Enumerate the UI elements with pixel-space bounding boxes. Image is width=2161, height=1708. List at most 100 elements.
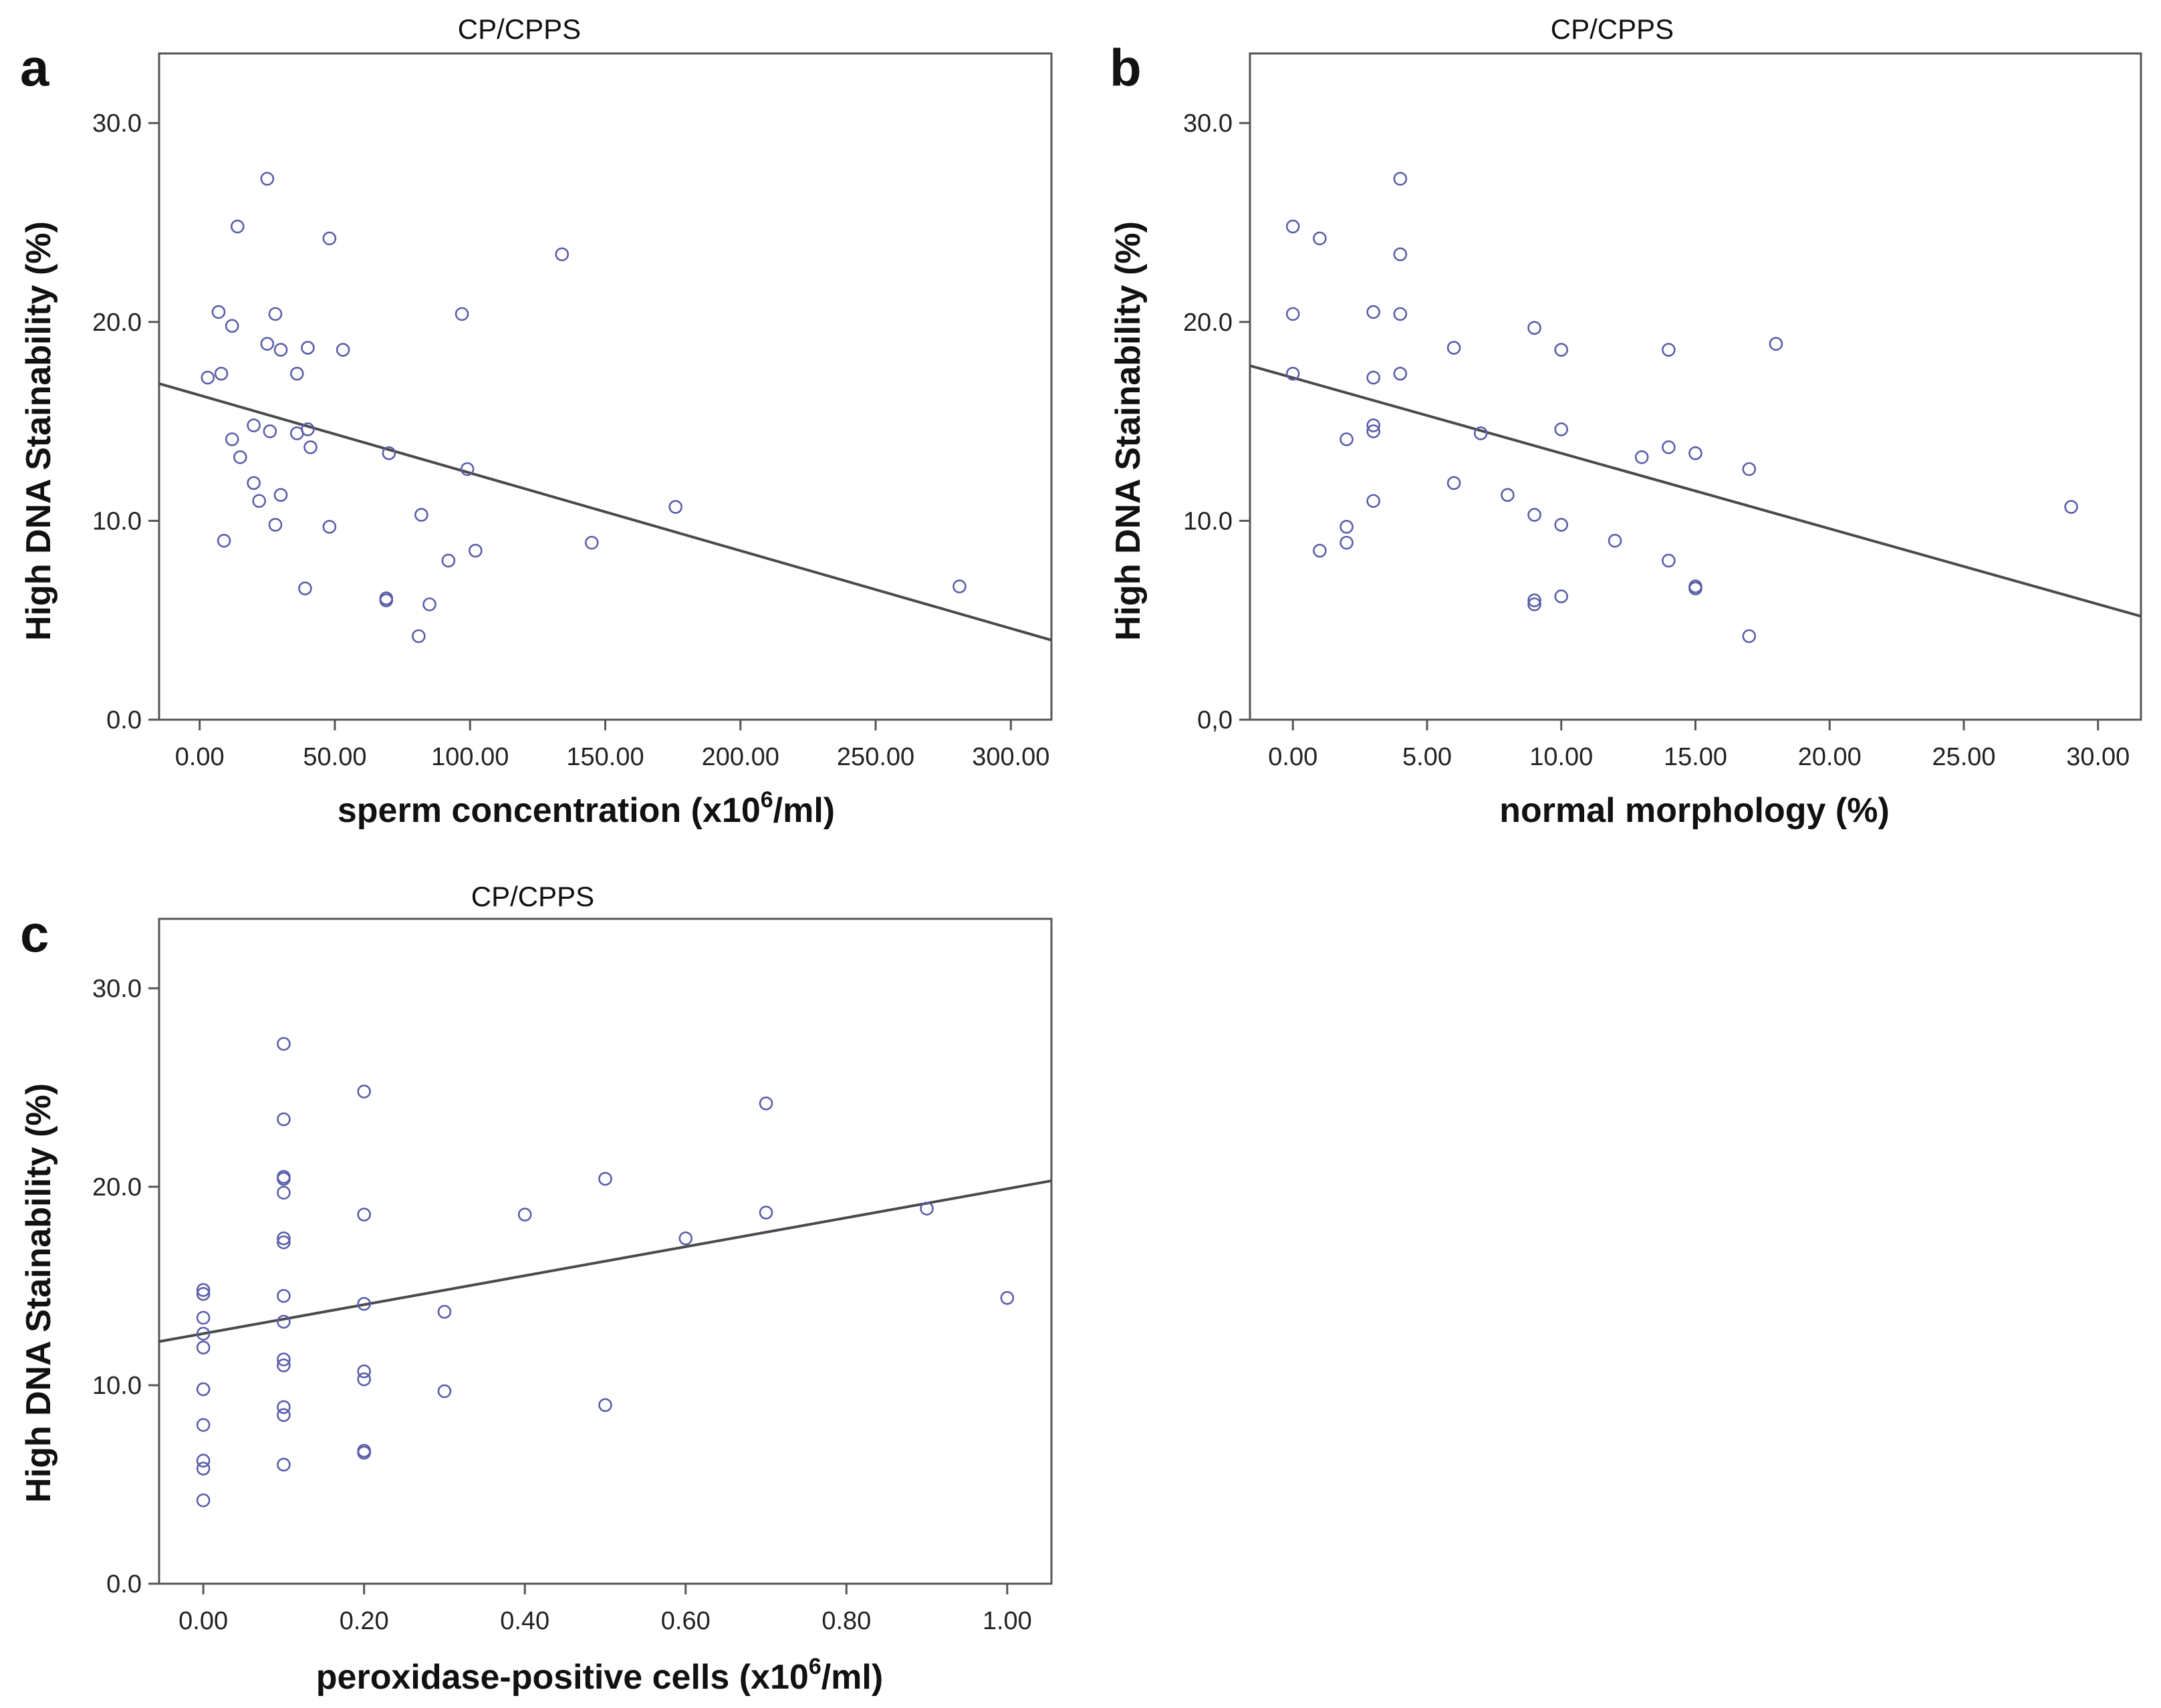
x-tick-label-a: 200.00 xyxy=(702,743,779,771)
data-point-b xyxy=(1554,589,1569,603)
data-point-c xyxy=(196,1310,211,1325)
data-point-b xyxy=(1527,321,1541,335)
x-tick-label-b: 15.00 xyxy=(1664,743,1727,771)
data-point-b xyxy=(1393,247,1408,261)
x-tick-label-b: 0.00 xyxy=(1268,743,1317,771)
data-point-c xyxy=(196,1326,211,1341)
x-tick-label-c: 0.80 xyxy=(821,1607,871,1635)
data-point-b xyxy=(2064,500,2078,514)
data-point-b xyxy=(1366,424,1380,438)
data-point-c xyxy=(196,1418,211,1432)
y-tick-label-b: 30.0 xyxy=(1183,110,1233,138)
x-tick-label-b: 10.00 xyxy=(1529,743,1593,771)
plot-frame-b xyxy=(1249,52,2142,721)
data-point-a xyxy=(214,366,229,381)
data-point-a xyxy=(268,518,283,532)
data-point-a xyxy=(298,581,312,595)
data-point-a xyxy=(233,450,247,464)
plot-area-b: 0.00 5.00 10.00 15.00 20.00 25.00 30.00 0,0 10.0… xyxy=(1183,52,2142,771)
data-point-c xyxy=(1000,1290,1015,1305)
data-point-a xyxy=(290,366,304,381)
x-tick-label-b: 5.00 xyxy=(1402,743,1452,771)
data-point-b xyxy=(1527,508,1541,522)
data-point-a xyxy=(225,319,239,333)
x-tick-label-a: 100.00 xyxy=(431,743,509,771)
y-tick-label-c: 30.0 xyxy=(92,975,142,1003)
data-point-b xyxy=(1554,518,1569,532)
data-point-c xyxy=(277,1036,291,1051)
data-point-b xyxy=(1662,343,1676,357)
chart-title-a: CP/CPPS xyxy=(458,13,581,45)
data-point-a xyxy=(668,500,682,514)
data-point-c xyxy=(277,1235,291,1250)
plot-area-c: 0.00 0.20 0.40 0.60 0.80 1.00 0.0 10.0 20.0 30.0 xyxy=(92,917,1053,1635)
data-point-a xyxy=(460,462,475,476)
x-tick-label-c: 0.00 xyxy=(178,1607,228,1635)
x-tick-label-a: 150.00 xyxy=(566,743,644,771)
data-point-a xyxy=(301,422,315,436)
data-point-a xyxy=(379,593,394,607)
data-point-c xyxy=(277,1408,291,1422)
data-point-a xyxy=(225,432,239,446)
data-point-b xyxy=(1769,337,1783,351)
data-point-c xyxy=(920,1201,934,1216)
chart-title-c: CP/CPPS xyxy=(471,881,594,912)
data-point-c xyxy=(196,1382,211,1397)
y-axis-label-c: High DNA Stainability (%) xyxy=(19,1083,58,1503)
x-axis-label-c: peroxidase-positive cells (x106/ml) xyxy=(316,1654,883,1697)
x-tick-label-a: 250.00 xyxy=(837,743,914,771)
y-tick-label-a: 30.0 xyxy=(92,110,142,138)
data-point-a xyxy=(301,341,315,355)
data-point-c xyxy=(277,1353,291,1367)
data-point-a xyxy=(441,553,456,568)
data-point-b xyxy=(1554,422,1569,436)
data-point-c xyxy=(277,1231,291,1246)
x-tick-label-c: 0.20 xyxy=(340,1607,389,1635)
panel-a: a CP/CPPS 0.00 50.00 100.00 150.00 200.00 250… xyxy=(19,13,1053,830)
data-point-a xyxy=(252,494,266,508)
data-point-b xyxy=(1285,366,1300,381)
x-axis-label-a: sperm concentration (x106/ml) xyxy=(338,787,835,830)
data-point-b xyxy=(1393,366,1408,381)
data-point-c xyxy=(437,1384,452,1399)
data-point-a xyxy=(260,172,275,186)
data-point-c xyxy=(598,1171,612,1186)
data-point-a xyxy=(469,543,483,558)
data-point-a xyxy=(382,446,396,460)
regression-line-a xyxy=(158,382,1052,642)
data-point-b xyxy=(1393,172,1408,186)
y-tick-label-c: 10.0 xyxy=(92,1372,142,1400)
data-point-c xyxy=(357,1364,371,1379)
data-point-b xyxy=(1366,305,1380,319)
data-point-c xyxy=(277,1112,291,1127)
data-point-b xyxy=(1313,543,1327,558)
data-point-c xyxy=(759,1205,773,1220)
chart-title-b: CP/CPPS xyxy=(1551,13,1674,45)
data-point-b xyxy=(1527,597,1541,611)
data-point-b xyxy=(1634,450,1649,464)
panel-letter-c: c xyxy=(20,904,49,963)
data-point-a xyxy=(263,424,277,438)
data-point-c xyxy=(277,1358,291,1373)
y-tick-label-b: 10.0 xyxy=(1183,507,1233,535)
data-point-a xyxy=(422,597,436,611)
y-tick-label-a: 10.0 xyxy=(92,507,142,535)
data-point-c xyxy=(196,1461,211,1476)
data-point-c xyxy=(196,1283,211,1297)
data-point-c xyxy=(277,1400,291,1414)
x-tick-label-c: 0.40 xyxy=(500,1607,549,1635)
regression-line-b xyxy=(1249,364,2142,618)
data-point-a xyxy=(584,535,599,550)
data-point-b xyxy=(1662,440,1676,454)
data-point-b xyxy=(1662,553,1676,568)
y-axis-label-a: High DNA Stainability (%) xyxy=(19,221,58,641)
data-point-a xyxy=(952,579,967,593)
data-point-a xyxy=(268,307,283,321)
data-point-b xyxy=(1608,533,1622,548)
data-point-a xyxy=(455,307,469,321)
data-point-c xyxy=(357,1085,371,1099)
data-point-c xyxy=(357,1372,371,1387)
data-point-b xyxy=(1340,432,1354,446)
panel-b: b CP/CPPS 0.00 5.00 10.00 15.00 20.00 25.00 30… xyxy=(1109,13,2142,830)
